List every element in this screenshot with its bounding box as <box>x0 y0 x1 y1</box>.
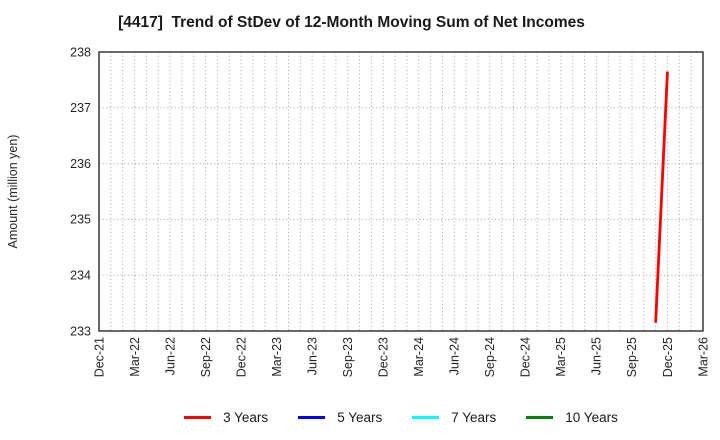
x-tick-label: Dec-22 <box>234 337 248 377</box>
x-tick-label: Mar-24 <box>412 337 426 377</box>
legend-item-10-years: 10 Years <box>526 410 618 425</box>
legend-label-10-years: 10 Years <box>565 409 618 425</box>
y-tick-label: 236 <box>70 157 91 171</box>
x-tick-label: Dec-25 <box>661 337 675 377</box>
x-tick-label: Sep-25 <box>625 337 639 377</box>
x-tick-label: Dec-24 <box>519 337 533 377</box>
legend-swatch-10-years <box>526 415 554 419</box>
legend-label-5-years: 5 Years <box>337 409 383 425</box>
x-tick-label: Jun-24 <box>448 337 462 375</box>
legend: 3 Years 5 Years 7 Years 10 Years <box>99 407 703 427</box>
x-tick-label: Jun-25 <box>590 337 604 375</box>
x-tick-label: Mar-22 <box>128 337 142 377</box>
series-line-3-years <box>654 71 669 323</box>
y-tick-label: 233 <box>70 324 91 338</box>
legend-swatch-5-years <box>298 415 326 419</box>
legend-label-7-years: 7 Years <box>451 409 497 425</box>
x-tick-label: Jun-22 <box>163 337 177 375</box>
x-tick-label: Mar-26 <box>696 337 710 377</box>
x-tick-label: Sep-24 <box>483 337 497 377</box>
legend-swatch-7-years <box>412 415 440 419</box>
y-tick-label: 234 <box>70 269 91 283</box>
legend-item-7-years: 7 Years <box>412 410 496 425</box>
y-tick-label: 238 <box>70 45 91 59</box>
legend-item-3-years: 3 Years <box>184 410 268 425</box>
x-tick-label: Mar-25 <box>554 337 568 377</box>
legend-item-5-years: 5 Years <box>298 410 382 425</box>
legend-label-3-years: 3 Years <box>223 409 269 425</box>
x-tick-label: Sep-22 <box>199 337 213 377</box>
chart-title: [4417] Trend of StDev of 12-Month Moving… <box>118 14 585 31</box>
y-tick-label: 237 <box>70 101 91 115</box>
plot-border <box>98 51 704 332</box>
y-tick-label: 235 <box>70 213 91 227</box>
x-tick-label: Dec-23 <box>377 337 391 377</box>
x-tick-label: Sep-23 <box>341 337 355 377</box>
x-tick-label: Mar-23 <box>270 337 284 377</box>
legend-swatch-3-years <box>184 415 212 419</box>
y-axis-label: Amount (million yen) <box>6 135 20 249</box>
x-tick-label: Dec-21 <box>92 337 106 377</box>
x-tick-label: Jun-23 <box>305 337 319 375</box>
